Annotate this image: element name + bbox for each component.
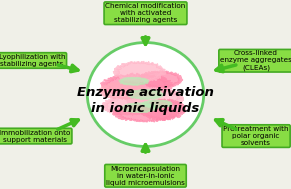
- Polygon shape: [140, 99, 186, 120]
- Polygon shape: [112, 105, 179, 122]
- Text: Cross-linked
enzyme aggregates
(CLEAs): Cross-linked enzyme aggregates (CLEAs): [220, 50, 291, 71]
- Polygon shape: [137, 71, 183, 88]
- Text: Enzyme activation
in ionic liquids: Enzyme activation in ionic liquids: [77, 86, 214, 115]
- Polygon shape: [119, 77, 148, 85]
- Polygon shape: [122, 103, 158, 113]
- Text: Immobilization onto
support materials: Immobilization onto support materials: [0, 130, 71, 143]
- Polygon shape: [99, 82, 145, 99]
- Polygon shape: [127, 90, 164, 99]
- Text: Chemical modification
with activated
stabilizing agents: Chemical modification with activated sta…: [105, 3, 186, 23]
- Ellipse shape: [87, 43, 204, 146]
- Polygon shape: [113, 61, 166, 83]
- Polygon shape: [102, 96, 154, 115]
- Text: Pretreatment with
polar organic
solvents: Pretreatment with polar organic solvents: [223, 126, 289, 146]
- Polygon shape: [124, 88, 184, 109]
- Polygon shape: [101, 73, 173, 97]
- Text: Microencapsulation
in water-in-ionic
liquid microemulsions: Microencapsulation in water-in-ionic liq…: [106, 166, 185, 186]
- Polygon shape: [142, 100, 172, 108]
- Text: Lyophilization with
stabilizing agents: Lyophilization with stabilizing agents: [0, 54, 65, 67]
